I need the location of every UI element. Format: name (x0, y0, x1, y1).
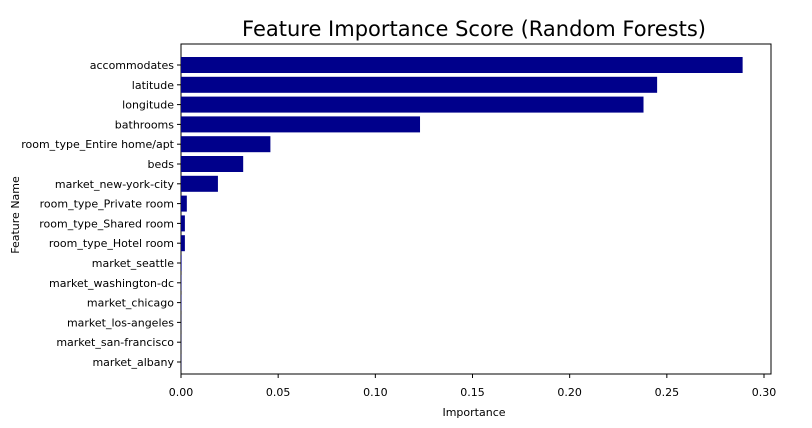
category-label-5: beds (148, 158, 175, 171)
category-label-0: accommodates (90, 59, 175, 72)
x-tick-label-4: 0.20 (557, 386, 582, 399)
plot-area-frame (180, 43, 772, 375)
category-label-4: room_type_Entire home/apt (21, 138, 174, 151)
category-label-7: room_type_Private room (40, 198, 174, 211)
category-label-8: room_type_Shared room (39, 217, 174, 230)
category-label-15: market_albany (92, 356, 174, 369)
x-tick-label-2: 0.10 (363, 386, 388, 399)
bar-1 (181, 76, 658, 93)
bar-0 (181, 57, 743, 73)
chart-title: Feature Importance Score (Random Forests… (242, 17, 706, 41)
category-labels-group: accommodates latitude longitude bathrooms ro… (21, 59, 181, 369)
bar-3 (181, 116, 421, 133)
x-tick-label-5: 0.25 (655, 386, 680, 399)
bar-2 (181, 96, 644, 113)
x-tick-label-0: 0.00 (169, 386, 194, 399)
bar-10 (181, 255, 182, 271)
x-tick-label-3: 0.15 (460, 386, 485, 399)
x-tick-label-6: 0.30 (752, 386, 777, 399)
bar-8 (181, 215, 185, 232)
category-label-13: market_los-angeles (67, 316, 174, 329)
category-label-9: room_type_Hotel room (49, 237, 174, 250)
bar-6 (181, 175, 218, 192)
category-label-6: market_new-york-city (55, 178, 175, 191)
x-tick-label-1: 0.05 (266, 386, 291, 399)
category-label-11: market_washington-dc (49, 277, 174, 290)
bar-5 (181, 156, 244, 172)
x-ticks-group: 0.00 0.05 0.10 0.15 0.20 0.25 0.30 (169, 374, 777, 399)
bar-4 (181, 136, 271, 153)
bars-group (181, 57, 743, 370)
category-label-3: bathrooms (115, 118, 174, 131)
bar-9 (181, 235, 185, 252)
category-label-10: market_seattle (92, 257, 174, 270)
category-label-14: market_san-francisco (56, 336, 174, 349)
x-axis-label: Importance (442, 406, 505, 419)
category-label-1: latitude (132, 79, 174, 92)
category-label-12: market_chicago (87, 297, 174, 310)
category-label-2: longitude (122, 99, 174, 112)
y-axis-label: Feature Name (9, 176, 22, 254)
bar-7 (181, 195, 187, 212)
